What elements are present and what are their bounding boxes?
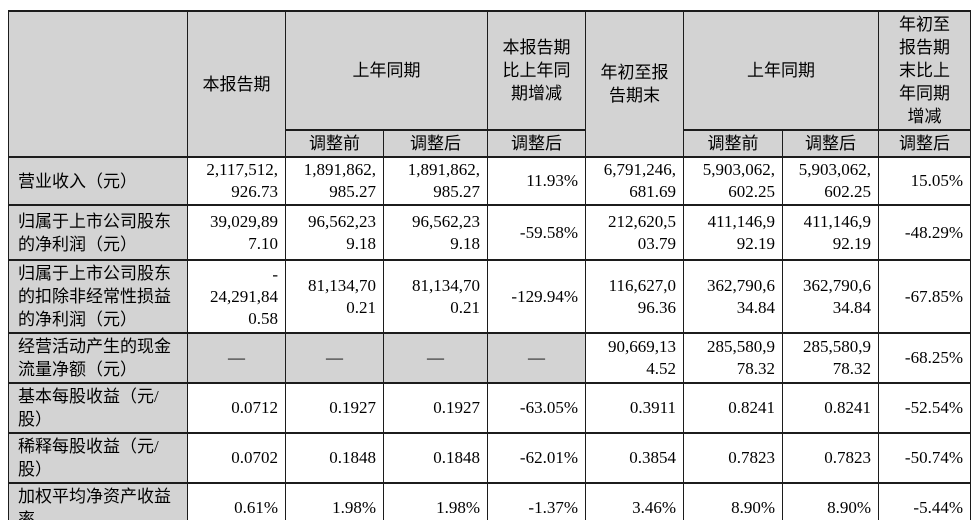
row-label: 稀释每股收益（元/ 股） [8, 432, 188, 484]
table-cell: 0.61% [187, 482, 286, 520]
header-row-sub: 调整前 调整后 调整后 调整前 调整后 调整后 [9, 129, 971, 158]
header-prior-year-same-period-2: 上年同期 [683, 10, 879, 131]
header-ytd: 年初至报 告期末 [585, 10, 684, 158]
header-current-period: 本报告期 [187, 10, 286, 158]
table-cell: 212,620,5 03.79 [585, 204, 684, 261]
table-cell: 1,891,862, 985.27 [383, 156, 488, 206]
table-cell: - 24,291,84 0.58 [187, 259, 286, 334]
table-cell: 0.0702 [187, 432, 286, 484]
table-cell: 362,790,6 34.84 [782, 259, 879, 334]
table-cell: 0.1848 [383, 432, 488, 484]
subheader-adjusted-before: 调整前 [285, 129, 384, 158]
table-cell: 8.90% [782, 482, 879, 520]
header-prior-year-same-period: 上年同期 [285, 10, 488, 131]
table-cell: 0.7823 [683, 432, 783, 484]
table-cell: 96,562,23 9.18 [285, 204, 384, 261]
table-cell: 1.98% [383, 482, 488, 520]
table-cell: -67.85% [878, 259, 971, 334]
table-cell: -68.25% [878, 332, 971, 384]
table-cell: 2,117,512, 926.73 [187, 156, 286, 206]
header-corner-cell [8, 10, 188, 158]
table-cell: 0.8241 [782, 382, 879, 434]
table-cell: 116,627,0 96.36 [585, 259, 684, 334]
table-cell: 0.0712 [187, 382, 286, 434]
table-row-operating-cash-flow: 经营活动产生的现金 流量净额（元） — — — — 90,669,13 4.52… [8, 332, 971, 384]
table-cell: 15.05% [878, 156, 971, 206]
row-label: 营业收入（元） [8, 156, 188, 206]
table-cell: 362,790,6 34.84 [683, 259, 783, 334]
table-cell: -48.29% [878, 204, 971, 261]
header-ytd-change: 年初至 报告期 末比上 年同期 增减 [878, 10, 971, 131]
table-cell: 0.3854 [585, 432, 684, 484]
table-cell: 6,791,246, 681.69 [585, 156, 684, 206]
subheader-adjusted-before: 调整前 [683, 129, 783, 158]
table-cell: 90,669,13 4.52 [585, 332, 684, 384]
table-cell: -62.01% [487, 432, 586, 484]
table-cell: 3.46% [585, 482, 684, 520]
table-cell: 5,903,062, 602.25 [683, 156, 783, 206]
table-cell: — [285, 332, 384, 384]
table-cell: 81,134,70 0.21 [285, 259, 384, 334]
table-row-revenue: 营业收入（元） 2,117,512, 926.73 1,891,862, 985… [8, 156, 971, 206]
row-label: 归属于上市公司股东 的扣除非经常性损益 的净利润（元） [8, 259, 188, 334]
table-cell: — [187, 332, 286, 384]
row-label: 经营活动产生的现金 流量净额（元） [8, 332, 188, 384]
table-cell: 411,146,9 92.19 [683, 204, 783, 261]
table-cell: 0.1927 [383, 382, 488, 434]
row-label: 基本每股收益（元/ 股） [8, 382, 188, 434]
subheader-adjusted-after: 调整后 [782, 129, 879, 158]
table-row-net-profit-excl-nonrecurring: 归属于上市公司股东 的扣除非经常性损益 的净利润（元） - 24,291,84 … [8, 259, 971, 334]
table-cell: 285,580,9 78.32 [782, 332, 879, 384]
financial-summary-table: 本报告期 上年同期 本报告期 比上年同 期增减 年初至报 告期末 上年同期 年初… [8, 10, 971, 520]
table-cell: 0.7823 [782, 432, 879, 484]
row-label: 加权平均净资产收益 率 [8, 482, 188, 520]
table-row-weighted-avg-roe: 加权平均净资产收益 率 0.61% 1.98% 1.98% -1.37% 3.4… [8, 482, 971, 520]
table-row-diluted-eps: 稀释每股收益（元/ 股） 0.0702 0.1848 0.1848 -62.01… [8, 432, 971, 484]
header-row-top: 本报告期 上年同期 本报告期 比上年同 期增减 年初至报 告期末 上年同期 年初… [8, 10, 971, 158]
table-row-net-profit: 归属于上市公司股东 的净利润（元） 39,029,89 7.10 96,562,… [8, 204, 971, 261]
subheader-adjusted-after: 调整后 [878, 129, 971, 158]
table-cell: 5,903,062, 602.25 [782, 156, 879, 206]
table-cell: — [383, 332, 488, 384]
table-cell: 285,580,9 78.32 [683, 332, 783, 384]
table-cell: 0.1927 [285, 382, 384, 434]
header-period-change: 本报告期 比上年同 期增减 [487, 10, 586, 131]
table-cell: -59.58% [487, 204, 586, 261]
table-cell: -52.54% [878, 382, 971, 434]
subheader-adjusted-after: 调整后 [383, 129, 488, 158]
table-cell: -5.44% [878, 482, 971, 520]
table-cell: -129.94% [487, 259, 586, 334]
table-cell: 96,562,23 9.18 [383, 204, 488, 261]
table-cell: 81,134,70 0.21 [383, 259, 488, 334]
table-cell: 39,029,89 7.10 [187, 204, 286, 261]
table-cell: -50.74% [878, 432, 971, 484]
table-cell: 0.8241 [683, 382, 783, 434]
table-cell: 8.90% [683, 482, 783, 520]
table-cell: -1.37% [487, 482, 586, 520]
subheader-adjusted-after: 调整后 [487, 129, 586, 158]
table-cell: 11.93% [487, 156, 586, 206]
table-cell: 1,891,862, 985.27 [285, 156, 384, 206]
table-cell: 0.1848 [285, 432, 384, 484]
table-row-basic-eps: 基本每股收益（元/ 股） 0.0712 0.1927 0.1927 -63.05… [8, 382, 971, 434]
row-label: 归属于上市公司股东 的净利润（元） [8, 204, 188, 261]
table-cell: 1.98% [285, 482, 384, 520]
table-cell: 0.3911 [585, 382, 684, 434]
table-cell: -63.05% [487, 382, 586, 434]
table-cell: 411,146,9 92.19 [782, 204, 879, 261]
table-cell: — [487, 332, 586, 384]
